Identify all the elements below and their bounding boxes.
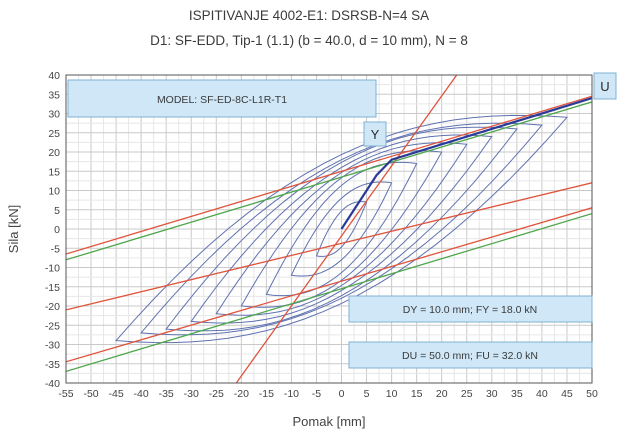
x-tick-label: 45 [561,388,573,400]
x-tick-label: -10 [284,388,299,400]
reference-line [66,182,592,311]
x-tick-label: -5 [312,388,321,400]
reference-line [66,212,592,373]
y-tick-label: -5 [51,243,60,255]
x-tick-label: 15 [411,388,423,400]
backbone-line [340,97,593,230]
ultimate-info-label: DU = 50.0 mm; FU = 32.0 kN [402,350,538,362]
y-tick-label: 0 [54,224,60,236]
yield-info-label: DY = 10.0 mm; FY = 18.0 kN [403,304,537,316]
x-tick-label: -35 [159,388,174,400]
x-tick-label: 25 [461,388,473,400]
y-tick-label: 15 [48,166,60,178]
x-tick-label: -30 [184,388,199,400]
model-box: MODEL: SF-ED-8C-L1R-T1 [67,79,377,118]
plot-frame [65,74,593,384]
y-tick-label: 20 [48,147,60,159]
hysteresis-loop [290,181,393,277]
reference-line [66,95,592,255]
hysteresis-loop [140,122,543,336]
x-tick-label: 10 [386,388,398,400]
y-tick-label: -20 [45,301,60,313]
y-tick-label: 40 [48,70,60,82]
reference-lines [66,75,592,383]
ultimate-tag-label: U [600,79,609,94]
x-tick-label: 5 [364,388,370,400]
y-tick-label: 10 [48,186,60,198]
y-tick-label: 25 [48,128,60,140]
chart-title-line1: ISPITIVANJE 4002-E1: DSRSB-N=4 SA [188,8,430,23]
x-tick-label: 35 [511,388,523,400]
axis-ticks: -55 -50 -45 -40 -35 -30 -25 -20 -15 -10 -5 0 5 10 15 20… [45,70,598,400]
x-tick-label: -20 [234,388,249,400]
hysteresis-loop [190,134,493,324]
x-tick-label: -55 [58,388,73,400]
y-tick-label: -35 [45,359,60,371]
ultimate-tag: U [593,72,617,100]
y-tick-label: 35 [48,89,60,101]
y-tick-label: -25 [45,320,60,332]
x-tick-label: -45 [109,388,124,400]
y-axis-label: Sila [kN] [6,205,21,253]
y-tick-label: -10 [45,263,60,275]
x-tick-label: -50 [83,388,98,400]
x-axis-label: Pomak [mm] [293,414,366,429]
reference-line [235,75,458,383]
hysteresis-loop [165,126,518,332]
x-tick-label: -40 [134,388,149,400]
chart-title-line2: D1: SF-EDD, Tip-1 (1.1) (b = 40.0, d = 1… [150,33,468,48]
ultimate-info-box: DU = 50.0 mm; FU = 32.0 kN [348,341,593,369]
model-label: MODEL: SF-ED-8C-L1R-T1 [157,94,287,106]
reference-line [66,207,592,363]
x-tick-label: 30 [486,388,498,400]
y-tick-label: 5 [54,205,60,217]
x-tick-label: 50 [586,388,598,400]
yield-tag-label: Y [371,127,380,142]
hysteresis-loop [215,142,468,316]
y-tick-label: -15 [45,282,60,294]
yield-tag: Y [363,121,387,147]
reference-line [66,101,592,261]
y-tick-label: -40 [45,378,60,390]
x-tick-label: -15 [259,388,274,400]
y-tick-label: 30 [48,109,60,121]
y-tick-label: -30 [45,340,60,352]
yield-info-box: DY = 10.0 mm; FY = 18.0 kN [348,295,593,323]
backbone-curve [340,97,593,230]
x-tick-label: 0 [339,388,345,400]
x-tick-label: 20 [436,388,448,400]
x-tick-label: 40 [536,388,548,400]
x-tick-label: -25 [209,388,224,400]
